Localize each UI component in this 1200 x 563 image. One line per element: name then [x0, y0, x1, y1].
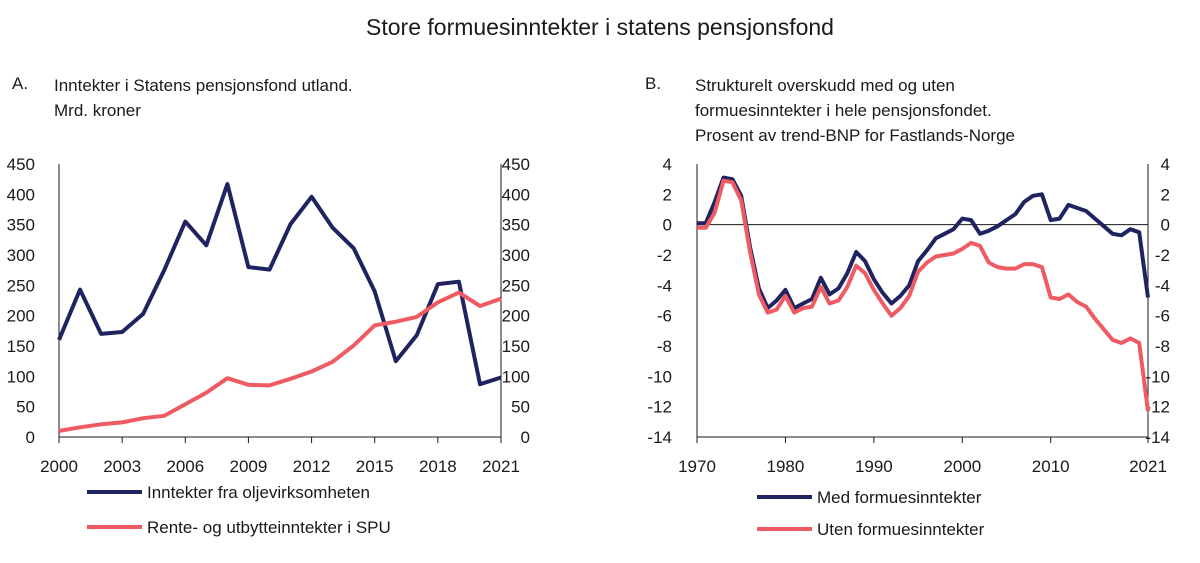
- panel-b-label: B.: [645, 74, 662, 93]
- panel-a-ytick-right: 150: [502, 337, 530, 356]
- panel-b-series-red-line: [697, 178, 1150, 412]
- panel-a-ytick-left: 100: [7, 367, 35, 386]
- panel-b-subtitle: Strukturelt overskudd med og uten formue…: [695, 73, 1015, 148]
- panel-b-xtick-label: 1970: [678, 457, 716, 476]
- panel-a-xtick-label: 2000: [40, 457, 78, 476]
- panel-b-ytick-left: -14: [647, 428, 672, 447]
- panel-a-ytick-right: 250: [502, 276, 530, 295]
- panel-b-ytick-left: -8: [657, 337, 672, 356]
- panel-a-xtick-label: 2009: [230, 457, 268, 476]
- panel-b-ytick-right: 2: [1161, 185, 1170, 204]
- panel-b-ytick-right: -12: [1145, 398, 1170, 417]
- panel-a-ytick-left: 450: [7, 155, 35, 174]
- panel-a-series-red-line: [58, 290, 502, 433]
- panel-b-ytick-right: -10: [1145, 367, 1170, 386]
- panel-b-ytick-right: 4: [1161, 155, 1170, 174]
- panel-a-ytick-left: 150: [7, 337, 35, 356]
- panel-a-series-dark-line: [57, 182, 502, 387]
- panel-a-ytick-left: 0: [26, 428, 35, 447]
- panel-b-ytick-right: 0: [1161, 216, 1170, 235]
- panel-a-ytick-left: 400: [7, 185, 35, 204]
- panel-a-label: A.: [12, 74, 29, 93]
- panel-a-ytick-right: 400: [502, 185, 530, 204]
- panel-a-ytick-left: 200: [7, 307, 35, 326]
- panel-a-ytick-left: 300: [7, 246, 35, 265]
- panel-b-ytick-left: -2: [657, 246, 672, 265]
- panel-a-legend-label-1: Inntekter fra oljevirksomheten: [147, 483, 370, 502]
- panel-a-ytick-left: 350: [7, 216, 35, 235]
- panel-b-ytick-left: -12: [647, 398, 672, 417]
- panel-a-ytick-right: 350: [502, 216, 530, 235]
- panel-a-xtick-label: 2015: [356, 457, 394, 476]
- panel-a-subtitle: Inntekter i Statens pensjonsfond utland.…: [54, 73, 353, 123]
- panel-b-ytick-left: 4: [663, 155, 672, 174]
- panel-a-ytick-left: 250: [7, 276, 35, 295]
- panel-b-subtitle-line-1: Strukturelt overskudd med og uten: [695, 76, 955, 95]
- panel-b-series-dark-line: [697, 175, 1150, 311]
- panel-b-legend-label-1: Med formuesinntekter: [817, 488, 982, 507]
- panel-b-ytick-left: 0: [663, 216, 672, 235]
- panel-b-ytick-left: -10: [647, 367, 672, 386]
- panel-b-ytick-left: -4: [657, 276, 672, 295]
- panel-b-ytick-right: -2: [1155, 246, 1170, 265]
- panel-a-ytick-right: 200: [502, 307, 530, 326]
- panel-a-ytick-right: 300: [502, 246, 530, 265]
- panel-a-subtitle-line-1: Inntekter i Statens pensjonsfond utland.: [54, 76, 353, 95]
- panel-a-xtick-label: 2003: [103, 457, 141, 476]
- panel-a-legend-label-2: Rente- og utbytteinntekter i SPU: [147, 518, 391, 537]
- panel-a-xtick-label: 2021: [482, 457, 520, 476]
- panel-a-ytick-right: 50: [511, 398, 530, 417]
- panel-a-subtitle-line-2: Mrd. kroner: [54, 101, 141, 120]
- panel-b-subtitle-line-2: formuesinntekter i hele pensjonsfondet.: [695, 101, 992, 120]
- panel-a-ytick-right: 100: [502, 367, 530, 386]
- panel-b-ytick-right: -8: [1155, 337, 1170, 356]
- panel-a-ytick-left: 50: [16, 398, 35, 417]
- panel-a-xtick-label: 2012: [293, 457, 331, 476]
- panel-b-ytick-right: -4: [1155, 276, 1170, 295]
- panel-b-xtick-label: 2021: [1129, 457, 1167, 476]
- panel-a-ytick-right: 0: [521, 428, 530, 447]
- panel-b-xtick-label: 2000: [943, 457, 981, 476]
- panel-b-xtick-label: 1980: [767, 457, 805, 476]
- panel-a-xtick-label: 2006: [166, 457, 204, 476]
- panel-b-xtick-label: 1990: [855, 457, 893, 476]
- panel-b-ytick-left: 2: [663, 185, 672, 204]
- panel-b-legend-label-2: Uten formuesinntekter: [817, 520, 985, 539]
- panel-a-ytick-right: 450: [502, 155, 530, 174]
- panel-b-ytick-right: -6: [1155, 307, 1170, 326]
- panel-b-subtitle-line-3: Prosent av trend-BNP for Fastlands-Norge: [695, 126, 1015, 145]
- panel-b-ytick-right: -14: [1145, 428, 1170, 447]
- panel-b-xtick-label: 2010: [1032, 457, 1070, 476]
- panel-b-ytick-left: -6: [657, 307, 672, 326]
- chart-main-title: Store formuesinntekter i statens pensjon…: [366, 14, 834, 40]
- panel-a-xtick-label: 2018: [419, 457, 457, 476]
